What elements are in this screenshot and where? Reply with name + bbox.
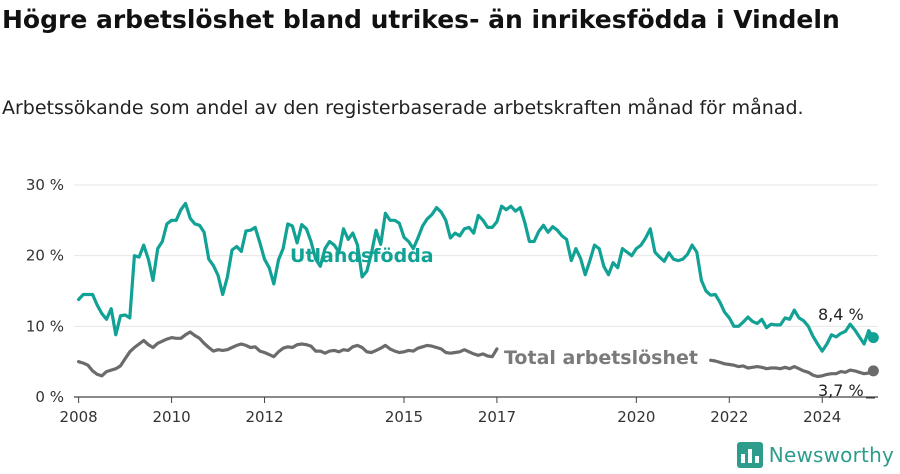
end-point-total <box>867 365 879 377</box>
y-tick-label: 0 % <box>35 388 64 406</box>
x-tick-label: 2017 <box>478 408 516 426</box>
end-value-utlandsfodda: 8,4 % <box>818 305 864 324</box>
x-tick-label: 2024 <box>803 408 841 426</box>
end-value-total: 3,7 % <box>818 381 864 400</box>
end-point-utlandsfodda <box>867 332 879 344</box>
grid-layer: 0 % 10 % 20 % 30 % 2008 2010 2012 2015 2017 2020 2… <box>26 176 878 426</box>
x-tick-label: 2020 <box>617 408 655 426</box>
series-label-total: Total arbetslöshet <box>504 347 698 369</box>
x-tick-label: 2010 <box>153 408 191 426</box>
series-line-total <box>77 330 499 378</box>
series-layer <box>77 201 879 379</box>
brand-logo-block: Newsworthy <box>736 442 894 468</box>
series-line-utlandsfodda <box>77 201 875 353</box>
page-title: Högre arbetslöshet bland utrikes- än inr… <box>2 5 840 34</box>
page-subtitle: Arbetssökande som andel av den registerb… <box>2 97 804 119</box>
label-layer: Utlandsfödda Total arbetslöshet 8,4 % 3,… <box>290 245 864 400</box>
x-tick-label: 2012 <box>245 408 283 426</box>
brand-name: Newsworthy <box>768 443 894 467</box>
x-tick-label: 2008 <box>60 408 98 426</box>
y-tick-label: 10 % <box>26 317 64 335</box>
x-tick-label: 2022 <box>710 408 748 426</box>
y-tick-label: 30 % <box>26 176 64 194</box>
x-tick-label: 2015 <box>385 408 423 426</box>
series-label-utlandsfodda: Utlandsfödda <box>290 245 434 267</box>
newsworthy-logo-icon <box>736 442 763 468</box>
y-tick-label: 20 % <box>26 247 64 265</box>
series-line-total <box>709 358 875 379</box>
